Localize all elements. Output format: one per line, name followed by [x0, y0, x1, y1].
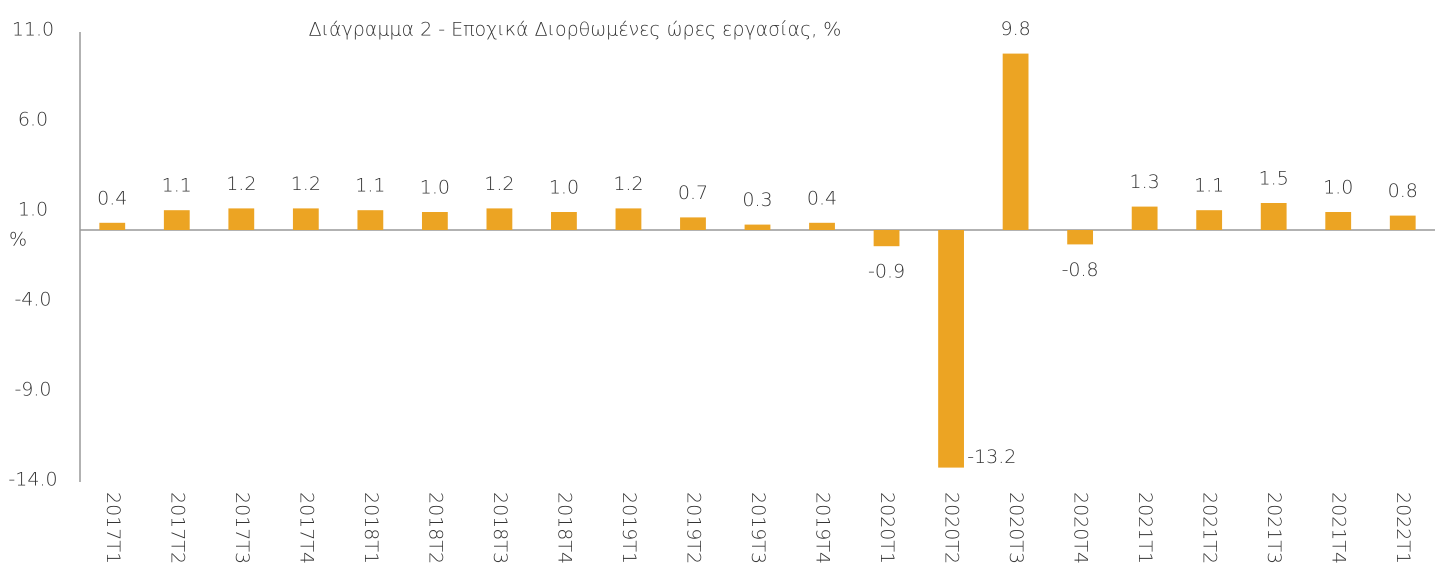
chart-title: Διάγραμμα 2 - Εποχικά Διορθωμένες ώρες ε… [309, 19, 842, 41]
bar [163, 210, 190, 230]
data-label: 1.0 [1323, 177, 1353, 199]
x-tick-label: 2019T4 [812, 492, 834, 563]
bar [99, 222, 126, 230]
x-tick-label: 2018T4 [553, 492, 575, 563]
y-tick-label: 11.0 [12, 19, 54, 41]
data-label: 1.0 [549, 177, 579, 199]
x-tick-label: 2017T4 [295, 492, 317, 563]
x-tick-label: 2021T4 [1328, 492, 1350, 563]
data-label: 1.1 [355, 175, 385, 197]
x-tick-label: 2018T2 [424, 492, 446, 563]
data-label: 0.3 [742, 189, 772, 211]
bar [744, 224, 771, 230]
data-label: 0.8 [1388, 180, 1418, 202]
x-tick-label: 2017T1 [102, 492, 124, 563]
bar [1131, 206, 1158, 230]
x-tick-label: 2019T2 [682, 492, 704, 563]
y-axis-label: % [9, 229, 27, 251]
x-tick-label: 2017T2 [166, 492, 188, 563]
bar [680, 217, 706, 230]
x-tick-label: 2018T1 [360, 492, 382, 563]
data-label: 1.1 [1194, 175, 1224, 197]
bar [809, 222, 835, 230]
data-label: 1.5 [1259, 168, 1289, 190]
data-label: 1.2 [226, 173, 256, 195]
bar [421, 212, 448, 230]
data-label: 1.3 [1130, 171, 1160, 193]
data-label: -13.2 [967, 446, 1016, 468]
y-tick-label: 1.0 [18, 199, 48, 221]
x-tick-label: 2021T2 [1199, 492, 1221, 563]
bar [292, 208, 319, 230]
data-label: 0.4 [97, 187, 127, 209]
x-tick-label: 2018T3 [489, 492, 511, 563]
bar [873, 230, 900, 247]
x-tick-label: 2019T3 [747, 492, 769, 563]
data-label: 1.2 [613, 173, 643, 195]
bar [551, 212, 577, 230]
data-label: -0.9 [868, 261, 905, 283]
bar [1196, 210, 1223, 230]
bar [228, 208, 255, 230]
x-tick-label: 2020T4 [1070, 492, 1092, 563]
x-tick-label: 2022T1 [1392, 492, 1414, 563]
data-label: 1.1 [162, 175, 192, 197]
x-tick-label: 2020T3 [1005, 492, 1027, 563]
bar [1067, 230, 1094, 245]
y-tick-label: -14.0 [8, 469, 57, 491]
x-tick-label: 2021T3 [1263, 492, 1285, 563]
bar [486, 208, 513, 230]
bar [1325, 212, 1352, 230]
data-label: 9.8 [1000, 18, 1030, 40]
data-label: 1.2 [484, 173, 514, 195]
bar [1002, 53, 1029, 230]
data-label: 1.0 [420, 177, 450, 199]
data-label: -0.8 [1062, 259, 1099, 281]
bar [938, 230, 964, 468]
data-label: 0.7 [678, 182, 708, 204]
bar [1389, 215, 1416, 230]
y-tick-label: -4.0 [14, 289, 51, 311]
bar [615, 208, 642, 230]
bar [357, 210, 384, 230]
y-tick-label: 6.0 [18, 109, 48, 131]
x-tick-label: 2020T1 [876, 492, 898, 563]
x-tick-label: 2020T2 [941, 492, 963, 563]
y-tick-label: -9.0 [14, 379, 51, 401]
data-label: 1.2 [291, 173, 321, 195]
x-tick-label: 2017T3 [231, 492, 253, 563]
x-tick-label: 2019T1 [618, 492, 640, 563]
x-tick-label: 2021T1 [1134, 492, 1156, 563]
bar [1260, 203, 1287, 230]
data-label: 0.4 [807, 187, 837, 209]
